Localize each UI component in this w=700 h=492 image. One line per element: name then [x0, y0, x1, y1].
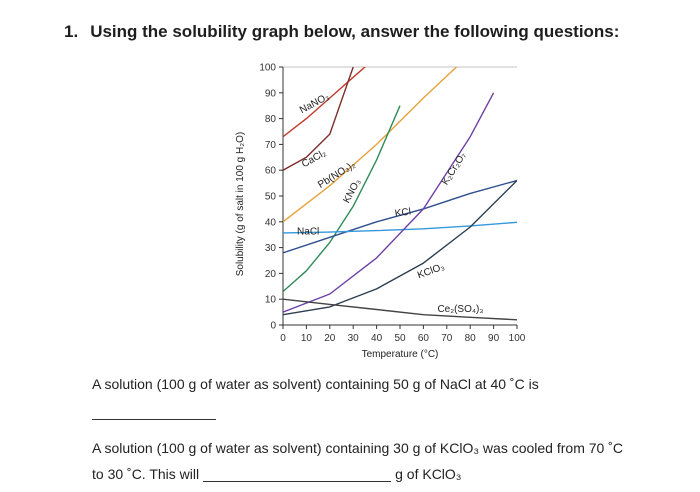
y-tick-label: 0 — [270, 321, 276, 332]
y-tick-label: 90 — [265, 88, 277, 99]
y-tick-label: 20 — [265, 269, 277, 280]
question-2-line2-end: g of KClO₃ — [395, 466, 462, 482]
series-line — [283, 67, 354, 171]
chart-axes: 0 10 20 30 40 50 60 70 80 90 100 0 10 20 30 40 50 60 70 80 9… — [259, 63, 525, 345]
series-label: NaNO₃ — [298, 91, 331, 116]
question-1-text: A solution (100 g of water as solvent) c… — [92, 376, 539, 392]
series-line — [283, 180, 517, 316]
question-number: 1. — [64, 22, 79, 41]
series-line — [283, 92, 495, 313]
x-tick-label: 60 — [418, 333, 430, 344]
question-2-line2-start: to 30 ˚C. This will — [92, 466, 200, 482]
answer-blank-1[interactable] — [92, 404, 216, 420]
series-label: NaCl — [297, 227, 319, 238]
series-label: K₂Cr₂O₇ — [440, 150, 469, 187]
series-line — [283, 67, 458, 223]
series-line — [283, 179, 517, 254]
y-tick-label: 100 — [259, 63, 276, 74]
y-tick-label: 60 — [265, 166, 277, 177]
y-axis-label: Solubility (g of salt in 100 g H₂O) — [235, 132, 246, 277]
series-label: KNO₃ — [341, 177, 363, 205]
x-tick-label: 90 — [488, 333, 500, 344]
series-line — [283, 298, 517, 321]
series-line — [283, 221, 517, 234]
question-prompt: Using the solubility graph below, answer… — [90, 22, 620, 41]
y-tick-label: 30 — [265, 243, 277, 254]
series-line — [283, 67, 366, 138]
x-tick-label: 20 — [324, 333, 336, 344]
series-label: KCl — [394, 206, 411, 219]
question-2-line1: A solution (100 g of water as solvent) c… — [92, 440, 623, 456]
y-tick-label: 80 — [265, 114, 277, 125]
series-label: Ce₂(SO₄)₃ — [437, 304, 483, 315]
chart-series — [283, 67, 517, 321]
answer-blank-2[interactable] — [203, 467, 392, 482]
x-tick-label: 30 — [348, 333, 360, 344]
x-tick-label: 100 — [509, 333, 526, 344]
x-tick-label: 80 — [465, 333, 477, 344]
x-axis-label: Temperature (°C) — [362, 349, 439, 360]
y-tick-label: 50 — [265, 192, 277, 203]
x-tick-label: 40 — [371, 333, 383, 344]
x-tick-label: 0 — [280, 333, 286, 344]
x-tick-label: 70 — [441, 333, 453, 344]
solubility-chart: 0 10 20 30 40 50 60 70 80 90 100 0 10 20 30 40 50 60 70 80 9… — [235, 63, 526, 361]
y-tick-label: 70 — [265, 140, 277, 151]
question-2-line2: to 30 ˚C. This will g of KClO₃ — [92, 466, 462, 482]
x-tick-label: 50 — [394, 333, 406, 344]
y-tick-label: 10 — [265, 295, 277, 306]
series-label: CaCl₂ — [300, 148, 328, 171]
y-tick-label: 40 — [265, 217, 277, 228]
x-tick-label: 10 — [301, 333, 313, 344]
series-line — [283, 105, 401, 293]
question-title: 1. Using the solubility graph below, answ… — [64, 22, 619, 42]
